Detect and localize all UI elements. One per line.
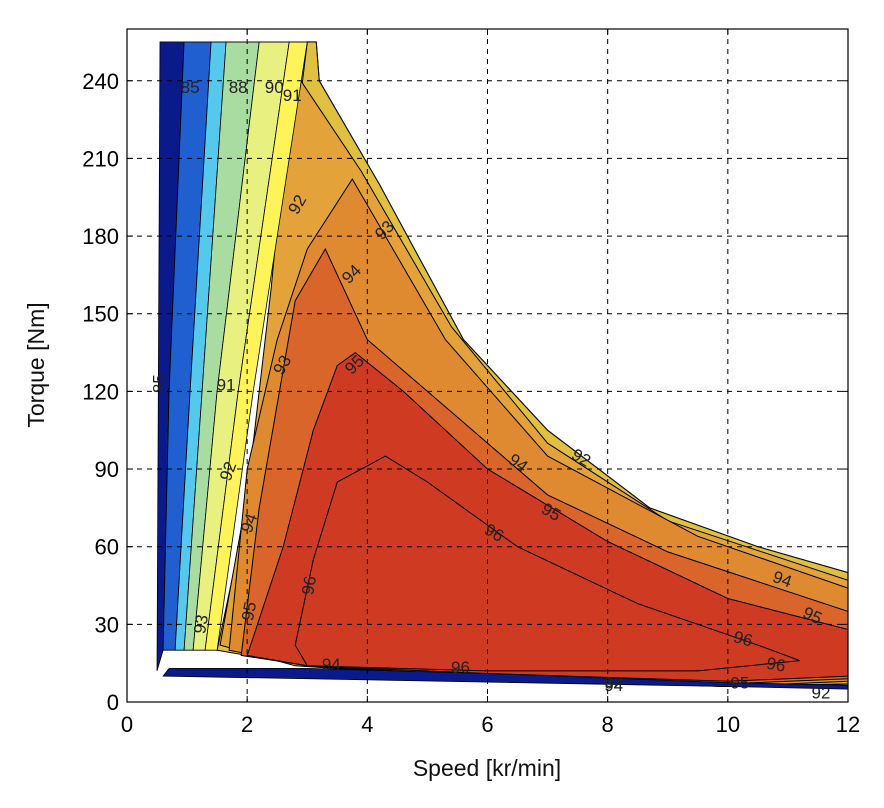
contour-label: 91 (217, 376, 236, 395)
x-tick-label: 8 (602, 712, 614, 737)
contour-label: 92 (604, 673, 623, 692)
y-tick-label: 210 (82, 146, 119, 171)
y-tick-label: 180 (82, 224, 119, 249)
y-tick-label: 240 (82, 69, 119, 94)
contour-label: 94 (604, 676, 623, 695)
x-tick-label: 6 (481, 712, 493, 737)
y-axis-label: Torque [Nm] (23, 302, 49, 427)
y-tick-label: 150 (82, 302, 119, 327)
x-axis-label: Speed [kr/min] (413, 755, 561, 781)
contour-label: 95 (730, 673, 749, 692)
contour-label: 93 (190, 613, 212, 635)
contour-label: 96 (451, 658, 470, 677)
contour-label: 85 (181, 78, 200, 97)
y-tick-label: 30 (95, 612, 119, 637)
y-tick-label: 120 (82, 379, 119, 404)
x-tick-label: 2 (241, 712, 253, 737)
y-tick-label: 90 (95, 457, 119, 482)
plot-area (156, 41, 848, 690)
contour-region-96-5 (294, 455, 801, 672)
grid (127, 29, 848, 702)
contour-label: 85 (150, 374, 169, 393)
y-tick-label: 60 (95, 535, 119, 560)
contour-label: 90 (265, 78, 284, 97)
contour-label: 94 (322, 655, 341, 674)
contour-label: 88 (229, 78, 248, 97)
y-tick-label: 0 (107, 690, 119, 715)
x-tick-label: 4 (361, 712, 373, 737)
contour-label: 96 (298, 574, 320, 596)
torque-envelope-line (163, 41, 848, 574)
contour-label: 95 (238, 600, 260, 622)
contour-label: 96 (732, 627, 755, 650)
contour-label: 92 (812, 684, 831, 703)
x-tick-label: 10 (716, 712, 740, 737)
contour-label: 91 (283, 86, 302, 105)
x-tick-label: 0 (121, 712, 133, 737)
x-tick-label: 12 (836, 712, 860, 737)
contour-label: 96 (765, 654, 787, 676)
